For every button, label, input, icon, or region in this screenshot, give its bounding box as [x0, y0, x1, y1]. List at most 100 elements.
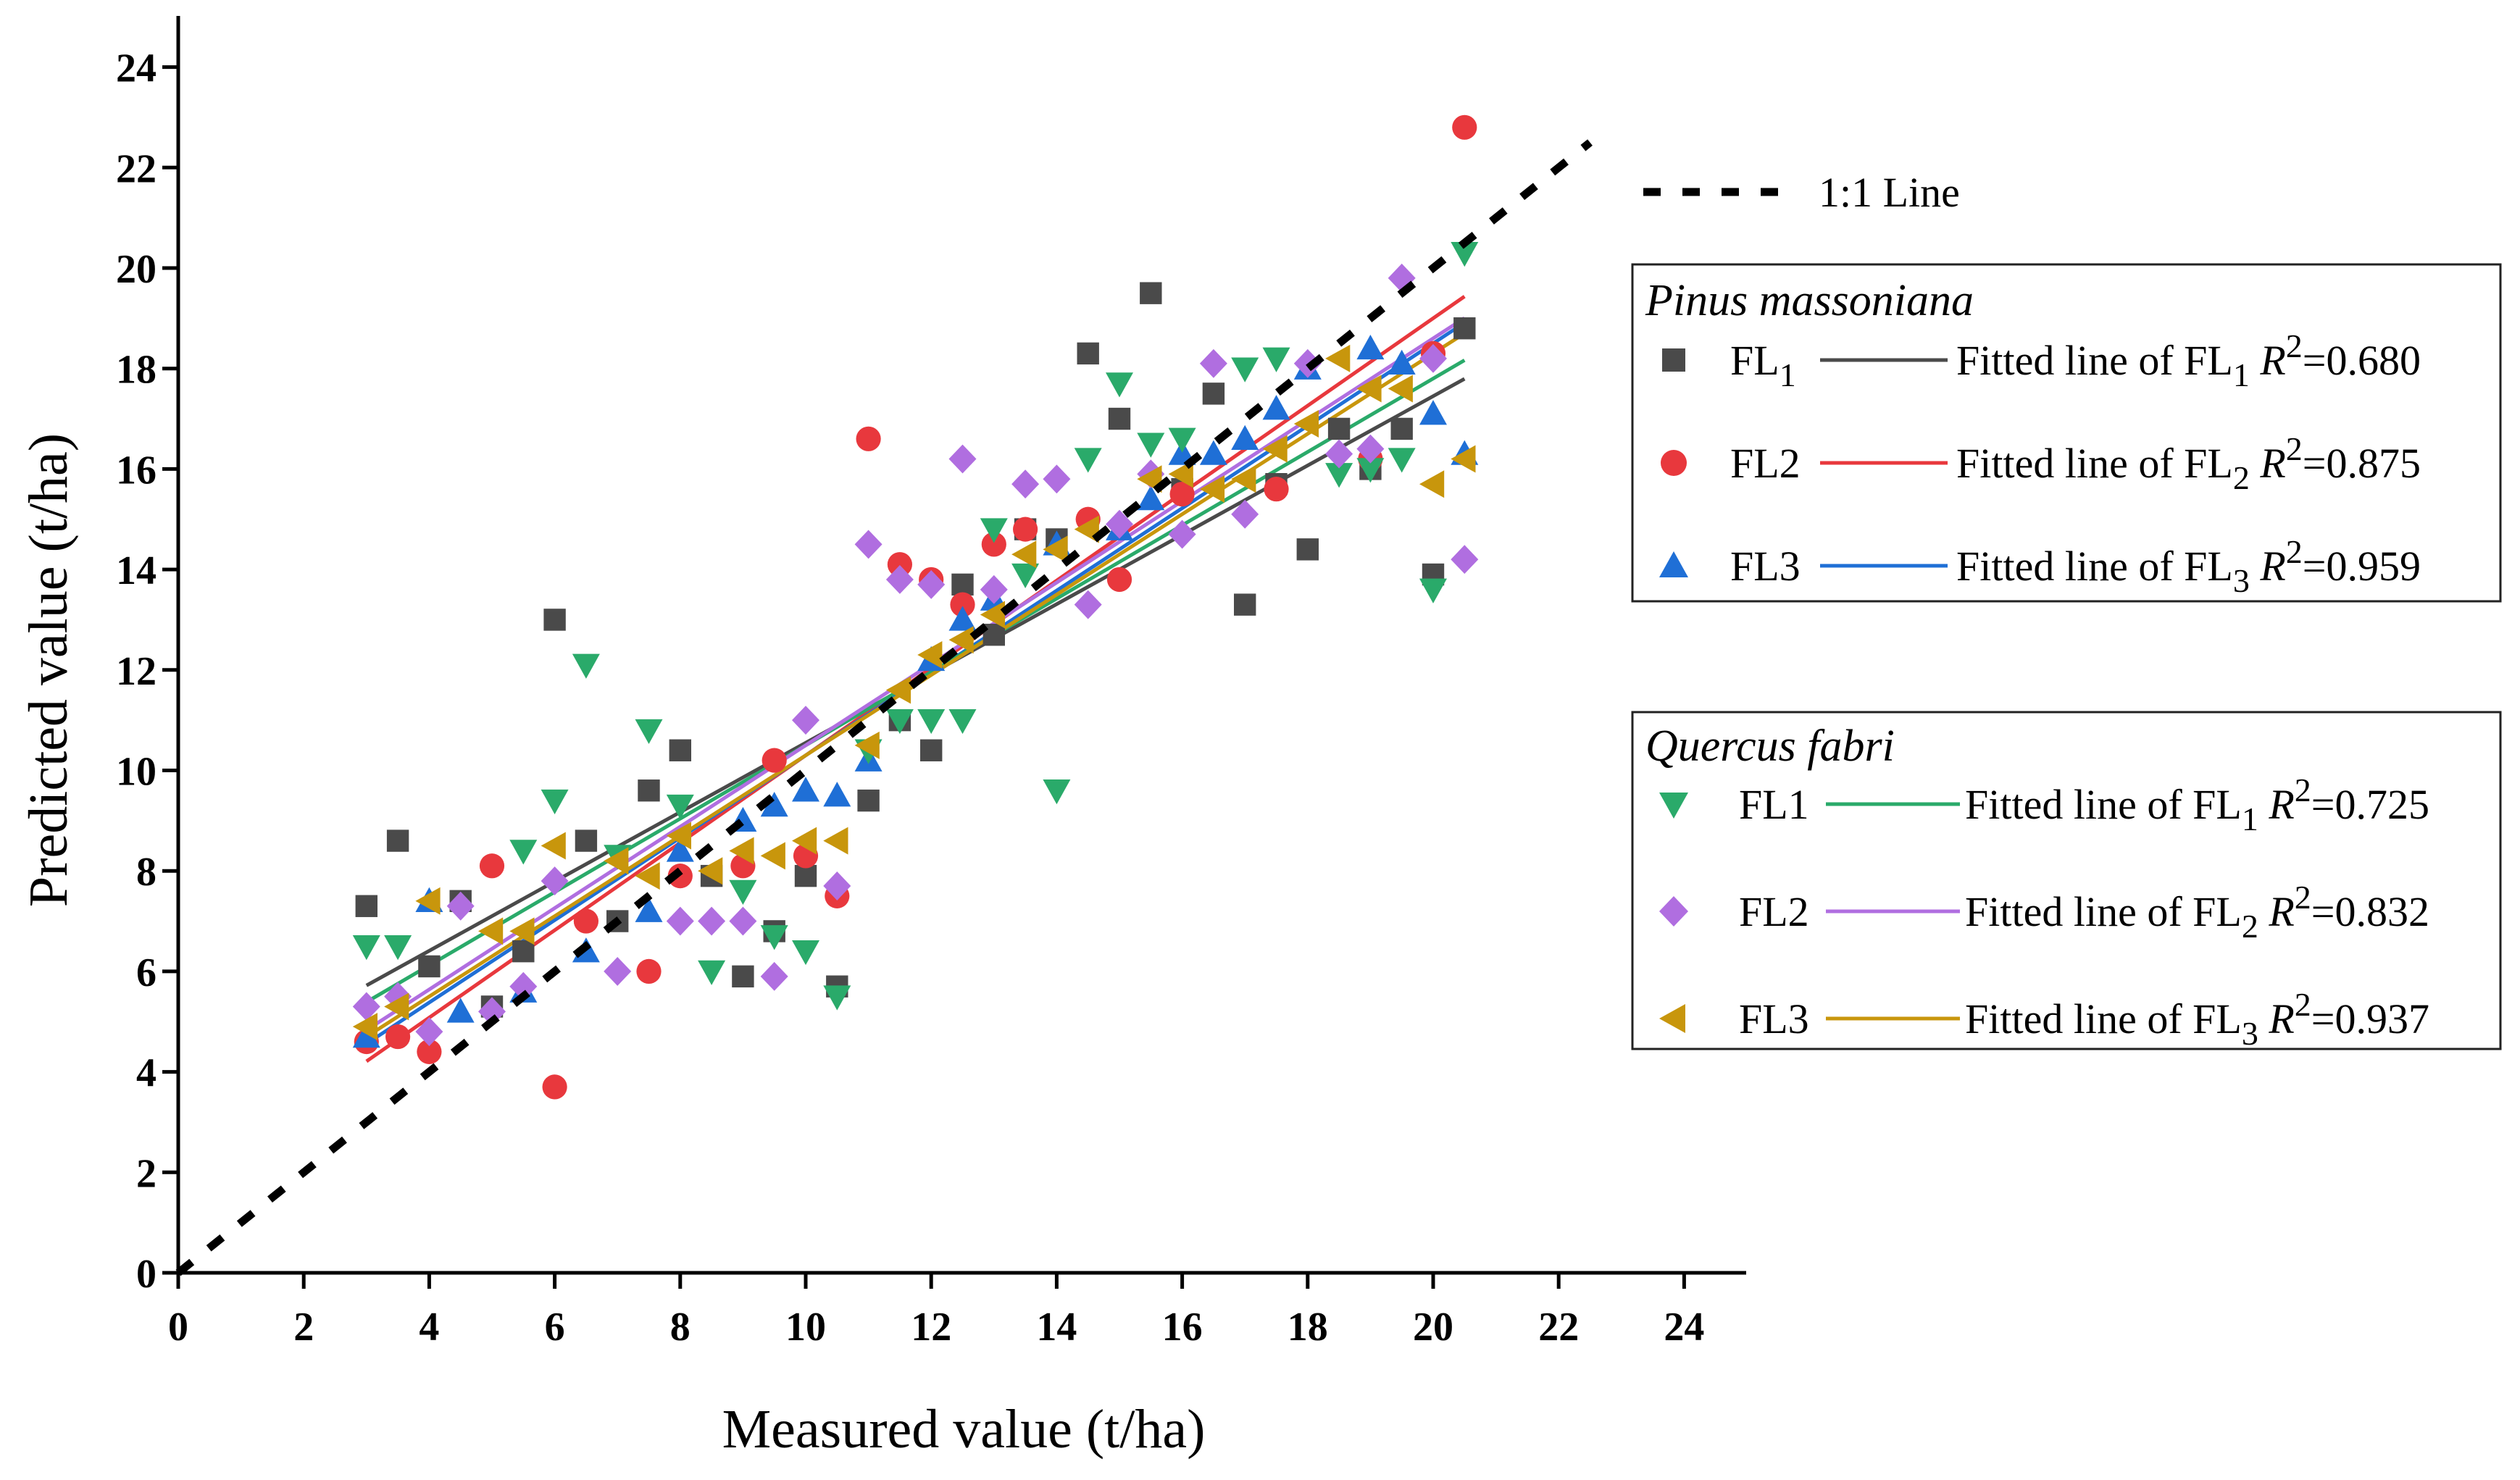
point-g1-s1: [980, 574, 1008, 604]
point-g0-s0: [857, 789, 880, 812]
point-g0-s0: [1296, 538, 1319, 561]
point-g1-s0: [509, 840, 538, 865]
legend-fit-label-g0-s2: Fitted line of FL3 R2=0.959: [1956, 533, 2421, 599]
x-tick-label: 0: [168, 1305, 188, 1350]
point-g1-s1: [384, 982, 412, 1011]
point-g0-s2: [823, 782, 851, 807]
legend-box-group-0: [1631, 263, 2502, 603]
point-g1-s2: [948, 626, 974, 654]
y-tick-label: 22: [116, 146, 157, 191]
point-g1-s0: [1106, 372, 1133, 398]
point-g1-s2: [1325, 344, 1351, 372]
point-g1-s2: [352, 1013, 377, 1041]
point-g1-s2: [384, 992, 409, 1021]
y-tick-label: 24: [116, 46, 157, 91]
point-g1-s1: [1231, 499, 1259, 529]
point-g1-s0: [917, 708, 946, 735]
point-g0-s0: [669, 739, 691, 761]
point-g0-s2: [792, 777, 819, 802]
legend-fit-label-g1-s1: Fitted line of FL2 R2=0.832: [1965, 879, 2429, 945]
point-g0-s2: [446, 998, 475, 1023]
legend-series-name-g1-s2: FL3: [1739, 995, 1809, 1042]
point-g1-s1: [415, 1017, 443, 1047]
y-tick-label: 6: [136, 950, 157, 995]
point-g1-s2: [854, 731, 880, 759]
x-tick-label: 2: [293, 1305, 314, 1350]
point-g0-s1: [385, 1024, 411, 1050]
point-g1-s1: [854, 530, 883, 559]
point-g1-s0: [384, 935, 412, 961]
point-g1-s0: [1388, 448, 1416, 473]
y-tick-label: 20: [116, 247, 157, 292]
point-g1-s0: [948, 708, 977, 735]
legend-group-title-0: Pinus massoniana: [1645, 276, 1974, 325]
point-g1-s0: [1168, 427, 1196, 453]
point-g0-s1: [1452, 114, 1477, 140]
point-g1-s1: [604, 956, 632, 986]
point-g1-s0: [760, 925, 788, 950]
point-g0-s0: [1077, 342, 1099, 365]
point-g1-s2: [415, 887, 441, 915]
point-g1-s1: [478, 997, 506, 1027]
x-tick-label: 22: [1538, 1305, 1579, 1350]
point-g0-s0: [418, 955, 441, 978]
x-tick-label: 4: [419, 1305, 439, 1350]
y-tick-label: 18: [116, 348, 157, 393]
legend-marker-g1-s2: [1659, 1004, 1685, 1033]
point-g1-s2: [823, 827, 848, 855]
y-tick-label: 4: [136, 1051, 157, 1096]
point-g1-s0: [666, 794, 694, 820]
x-tick-label: 18: [1288, 1305, 1328, 1350]
point-g1-s2: [1388, 375, 1413, 403]
point-g0-s2: [1137, 485, 1165, 511]
point-g0-s2: [1388, 349, 1416, 375]
point-g1-s1: [1043, 464, 1071, 494]
point-g1-s1: [1356, 434, 1385, 464]
point-g1-s2: [509, 917, 535, 945]
point-g0-s1: [950, 592, 975, 617]
point-g1-s2: [760, 842, 785, 870]
x-tick-label: 20: [1413, 1305, 1453, 1350]
point-g1-s2: [1168, 460, 1193, 488]
point-g1-s0: [823, 985, 851, 1011]
x-tick-label: 10: [785, 1305, 826, 1350]
point-g1-s0: [1356, 458, 1385, 483]
point-g1-s1: [666, 906, 694, 936]
point-g0-s1: [1013, 517, 1038, 542]
point-g0-s1: [762, 748, 787, 773]
point-g1-s1: [446, 891, 475, 921]
point-g1-s0: [980, 518, 1008, 543]
point-g1-s2: [1451, 445, 1476, 473]
legend-marker-g1-s0: [1659, 793, 1688, 819]
x-tick-label: 8: [670, 1305, 691, 1350]
x-tick-label: 12: [911, 1305, 951, 1350]
point-g1-s1: [1325, 439, 1353, 469]
point-g1-s1: [948, 444, 977, 474]
y-tick-label: 2: [136, 1151, 157, 1196]
point-g0-s1: [1264, 477, 1289, 502]
point-g1-s1: [352, 992, 380, 1021]
legend-series-name-g1-s1: FL2: [1739, 888, 1809, 935]
point-g1-s0: [635, 719, 663, 745]
point-g0-s2: [1199, 440, 1227, 465]
point-g1-s0: [1011, 563, 1040, 589]
point-g1-s1: [698, 906, 726, 936]
point-g1-s1: [885, 565, 914, 594]
reference-line: [175, 139, 1593, 1276]
point-g1-s0: [885, 708, 914, 735]
point-g1-s0: [352, 935, 380, 961]
point-g0-s0: [1140, 282, 1162, 304]
point-g1-s2: [604, 847, 629, 875]
point-g0-s2: [1419, 400, 1447, 425]
legend-series-name-g0-s0: FL1: [1730, 337, 1796, 393]
point-g1-s1: [917, 569, 946, 599]
legend-series-name-g1-s0: FL1: [1739, 781, 1809, 828]
y-tick-label: 10: [116, 750, 157, 795]
point-g1-s2: [635, 862, 660, 890]
point-g0-s1: [887, 552, 912, 577]
point-g1-s1: [541, 866, 569, 896]
point-g1-s0: [541, 789, 569, 815]
x-tick-label: 6: [545, 1305, 565, 1350]
legend-series-name-g0-s2: FL3: [1730, 543, 1801, 590]
